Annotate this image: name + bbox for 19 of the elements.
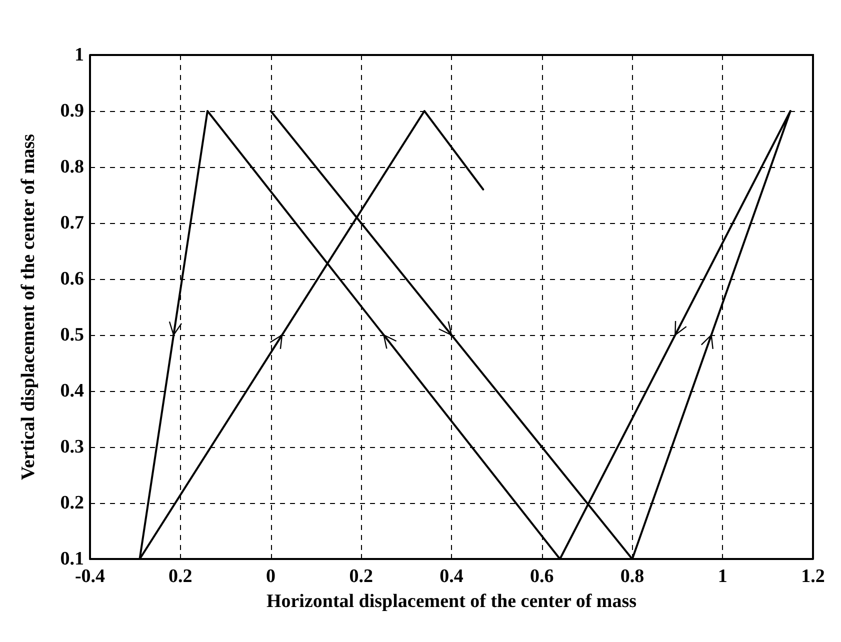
x-tick-label: 0.6 xyxy=(530,566,554,587)
y-tick-label: 0.4 xyxy=(60,380,84,402)
y-tick-label: 0.3 xyxy=(60,436,84,458)
x-tick-label: 0.2 xyxy=(168,566,192,587)
y-tick-label: 0.8 xyxy=(60,156,84,178)
x-tick-label: 0.4 xyxy=(440,566,464,587)
x-tick-label: 1.2 xyxy=(801,566,825,587)
y-tick-label: 0.5 xyxy=(60,324,84,346)
x-tick-label: 0.8 xyxy=(620,566,644,587)
y-tick-label: 0.6 xyxy=(60,268,84,290)
y-axis-title: Vertical displacement of the center of mass xyxy=(18,134,39,480)
y-tick-label: 1 xyxy=(74,44,84,66)
x-tick-label: 0 xyxy=(266,566,276,587)
y-tick-label: 0.2 xyxy=(60,492,84,514)
y-tick-label: 0.7 xyxy=(60,212,84,234)
x-tick-label: 1 xyxy=(718,566,728,587)
x-tick-label: 0.2 xyxy=(349,566,373,587)
y-tick-label: 0.9 xyxy=(60,100,84,122)
x-axis-title: Horizontal displacement of the center of mass xyxy=(266,591,637,612)
